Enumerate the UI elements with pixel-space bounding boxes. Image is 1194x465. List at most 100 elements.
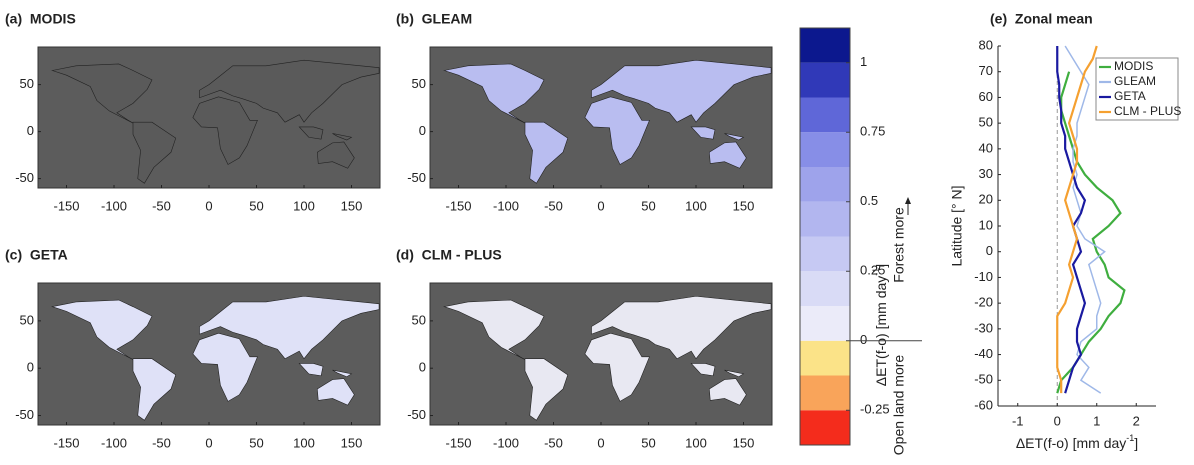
land (192, 96, 258, 165)
colorbar-label-sup: -1 (871, 268, 881, 276)
y-tick-label: 0 (419, 123, 426, 138)
x-tick-label: 1 (1093, 413, 1100, 428)
colorbar-band (800, 410, 850, 445)
x-tick-label: 50 (249, 198, 263, 213)
y-tick-label: 40 (979, 140, 993, 155)
land (51, 63, 153, 125)
annotation: Open land more (891, 355, 907, 456)
land (199, 59, 380, 123)
series-line (1056, 71, 1126, 394)
land (316, 141, 355, 169)
y-tick-label: 50 (412, 312, 426, 327)
land (724, 369, 745, 378)
x-axis-label-end: ] (1134, 435, 1138, 451)
legend-label: GETA (1114, 89, 1146, 103)
y-tick-label: -50 (974, 372, 993, 387)
colorbar-band (800, 306, 850, 341)
x-tick-label: -50 (152, 435, 171, 450)
x-tick-label: 50 (641, 435, 655, 450)
y-tick-label: -10 (974, 269, 993, 284)
colorbar-tick-label: -0.25 (860, 402, 890, 417)
colorbar-band (800, 167, 850, 202)
x-tick-label: 100 (293, 435, 315, 450)
colorbar-band (800, 340, 850, 376)
land (192, 332, 258, 402)
x-tick-label: 50 (641, 198, 655, 213)
y-tick-label: -60 (974, 397, 993, 412)
y-tick-label: 80 (979, 37, 993, 52)
legend-label: MODIS (1114, 59, 1153, 73)
land (332, 369, 353, 378)
land (199, 295, 380, 360)
x-tick-label: 0 (597, 435, 604, 450)
land (51, 299, 153, 361)
land (443, 63, 545, 125)
y-tick-label: 70 (979, 63, 993, 78)
y-tick-label: 0 (27, 360, 34, 375)
x-tick-label: 0 (205, 435, 212, 450)
colorbar-band (800, 28, 850, 63)
x-tick-label: -150 (445, 435, 471, 450)
legend-box (1095, 57, 1179, 121)
x-tick-label: -1 (1012, 413, 1024, 428)
x-axis-label-sup: -1 (1126, 433, 1134, 443)
x-tick-label: 50 (249, 435, 263, 450)
land (524, 121, 569, 184)
x-axis-label-text: ΔET(f-o) [mm day (1016, 435, 1126, 451)
x-tick-label: 150 (733, 198, 755, 213)
panel-title: (c) GETA (5, 247, 68, 263)
land (584, 332, 650, 402)
panel-title: (a) MODIS (5, 11, 76, 27)
y-tick-label: 0 (419, 360, 426, 375)
x-tick-label: -150 (53, 435, 79, 450)
land (708, 378, 747, 406)
y-tick-label: 10 (979, 217, 993, 232)
x-tick-label: -100 (493, 198, 519, 213)
y-tick-label: 50 (20, 312, 34, 327)
x-tick-label: 100 (685, 435, 707, 450)
y-tick-label: 50 (20, 76, 34, 91)
colorbar-tick-label: 0 (860, 332, 867, 347)
land (584, 96, 650, 165)
land (690, 126, 716, 140)
x-tick-label: -150 (53, 198, 79, 213)
colorbar-tick-label: 1 (860, 54, 867, 69)
x-tick-label: 0 (597, 198, 604, 213)
panel-title: (d) CLM - PLUS (396, 247, 502, 263)
legend-label: CLM - PLUS (1114, 104, 1181, 118)
colorbar-label: ΔET(f-o) [mm day-1] (871, 264, 888, 386)
y-tick-label: -50 (407, 407, 426, 422)
x-tick-label: -50 (544, 198, 563, 213)
colorbar-tick-label: 0.25 (860, 263, 885, 278)
x-tick-label: 150 (341, 435, 363, 450)
land (524, 358, 569, 421)
x-tick-label: 0 (1054, 413, 1061, 428)
x-tick-label: -150 (445, 198, 471, 213)
y-tick-label: 20 (979, 192, 993, 207)
legend-label: GLEAM (1114, 74, 1156, 88)
x-tick-label: 150 (733, 435, 755, 450)
series-line (1056, 45, 1098, 394)
series-line (1064, 45, 1106, 394)
panel-title: (e) Zonal mean (990, 11, 1093, 27)
y-tick-label: 30 (979, 166, 993, 181)
colorbar-tick-label: 0.5 (860, 193, 878, 208)
annotation: Forest more (891, 207, 907, 283)
colorbar-band (800, 236, 850, 272)
series-line (1056, 46, 1087, 394)
y-tick-label: 50 (979, 115, 993, 130)
x-tick-label: -100 (101, 435, 127, 450)
colorbar-tick-label: 0.75 (860, 124, 885, 139)
colorbar-band (800, 271, 850, 306)
land (132, 121, 177, 184)
y-tick-label: 50 (412, 76, 426, 91)
land (443, 299, 545, 361)
y-tick-label: -20 (974, 295, 993, 310)
land (332, 133, 353, 141)
x-tick-label: 0 (205, 198, 212, 213)
y-tick-label: -50 (15, 170, 34, 185)
y-tick-label: -40 (974, 346, 993, 361)
x-tick-label: 100 (685, 198, 707, 213)
colorbar-band (800, 375, 850, 411)
